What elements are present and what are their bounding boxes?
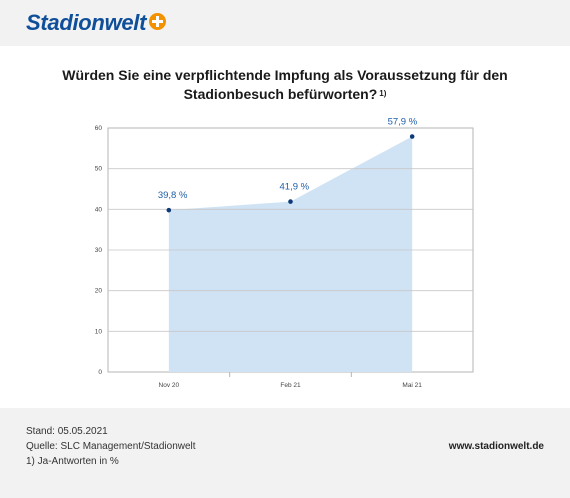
- footer: Stand: 05.05.2021 Quelle: SLC Management…: [0, 408, 570, 498]
- y-tick-label: 30: [95, 247, 103, 254]
- data-label: 57,9 %: [388, 117, 418, 128]
- y-tick-label: 40: [95, 206, 103, 213]
- y-tick-label: 10: [95, 328, 103, 335]
- y-tick-label: 60: [95, 125, 103, 132]
- data-label: 39,8 %: [158, 190, 188, 201]
- footer-stand: Stand: 05.05.2021: [26, 426, 108, 437]
- area-fill: [168, 136, 413, 372]
- plus-icon: [149, 12, 167, 30]
- y-tick-label: 20: [95, 288, 103, 295]
- website-link[interactable]: www.stadionwelt.de: [448, 441, 544, 452]
- data-point: [288, 199, 293, 204]
- title-footnote-marker: 1): [379, 89, 387, 98]
- chart-title: Würden Sie eine verpflichtende Impfung a…: [60, 66, 510, 104]
- data-label: 41,9 %: [280, 182, 310, 193]
- footer-source: Quelle: SLC Management/Stadionwelt: [26, 441, 196, 452]
- y-tick-label: 50: [95, 166, 103, 173]
- chart-title-line2: Stadionbesuch befürworten?: [183, 86, 378, 102]
- stadionwelt-logo[interactable]: Stadionwelt: [26, 10, 167, 36]
- x-tick-label: Mai 21: [402, 382, 422, 389]
- y-tick-label: 0: [98, 369, 102, 376]
- x-tick-label: Feb 21: [280, 382, 301, 389]
- logo-text: Stadionwelt: [26, 10, 147, 35]
- data-point: [166, 207, 172, 213]
- x-tick-label: Nov 20: [159, 382, 180, 389]
- header-bar: Stadionwelt: [0, 0, 570, 46]
- chart-title-line1: Würden Sie eine verpflichtende Impfung a…: [62, 67, 508, 83]
- data-point: [409, 134, 415, 139]
- footer-note: 1) Ja-Antworten in %: [26, 456, 119, 467]
